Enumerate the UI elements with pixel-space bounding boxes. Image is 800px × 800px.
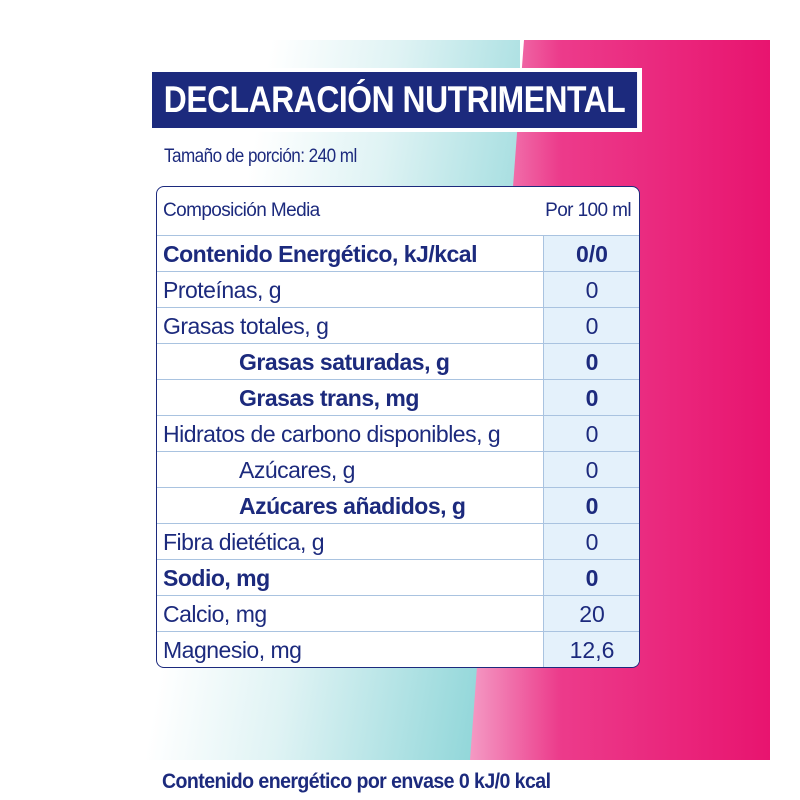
- row-value: 0: [585, 385, 599, 411]
- row-label: Grasas totales, g: [163, 313, 329, 339]
- row-value: 0: [585, 421, 599, 447]
- serving-size: Tamaño de porción: 240 ml: [164, 146, 357, 167]
- table-row: Grasas saturadas, g 0: [157, 343, 639, 379]
- row-label: Hidratos de carbono disponibles, g: [163, 421, 501, 447]
- table-row: Sodio, mg 0: [157, 559, 639, 595]
- header-label: Composición Media: [163, 200, 320, 221]
- nutrition-table: Composición Media Por 100 ml Contenido E…: [156, 186, 640, 668]
- row-label: Grasas trans, mg: [239, 385, 419, 411]
- table-row: Magnesio, mg 12,6: [157, 631, 639, 667]
- row-label: Sodio, mg: [163, 565, 270, 591]
- row-value: 0: [585, 565, 599, 591]
- row-value: 20: [579, 601, 605, 627]
- row-label: Magnesio, mg: [163, 637, 302, 663]
- table-row: Contenido Energético, kJ/kcal 0/0: [157, 235, 639, 271]
- row-value: 0: [585, 457, 599, 483]
- table-row: Fibra dietética, g 0: [157, 523, 639, 559]
- header-value: Por 100 ml: [545, 200, 631, 221]
- row-label: Azúcares, g: [239, 457, 355, 483]
- row-label: Fibra dietética, g: [163, 529, 325, 555]
- row-label: Calcio, mg: [163, 601, 267, 627]
- row-label: Grasas saturadas, g: [239, 349, 450, 375]
- table-row: Grasas trans, mg 0: [157, 379, 639, 415]
- row-value: 0: [585, 277, 599, 303]
- title-frame: DECLARACIÓN NUTRIMENTAL: [148, 68, 642, 132]
- row-value: 12,6: [569, 637, 615, 663]
- table-row: Grasas totales, g 0: [157, 307, 639, 343]
- table-row: Azúcares, g 0: [157, 451, 639, 487]
- table-row: Calcio, mg 20: [157, 595, 639, 631]
- row-value: 0: [585, 493, 599, 519]
- table-row: Azúcares añadidos, g 0: [157, 487, 639, 523]
- energy-per-package-note: Contenido energético por envase 0 kJ/0 k…: [162, 770, 551, 793]
- row-value: 0/0: [576, 241, 608, 267]
- row-value: 0: [585, 313, 599, 339]
- table-row: Hidratos de carbono disponibles, g 0: [157, 415, 639, 451]
- row-label: Proteínas, g: [163, 277, 282, 303]
- row-label: Contenido Energético, kJ/kcal: [163, 241, 477, 267]
- label-title: DECLARACIÓN NUTRIMENTAL: [152, 72, 638, 128]
- row-value: 0: [585, 529, 599, 555]
- row-value: 0: [585, 349, 599, 375]
- table-row: Proteínas, g 0: [157, 271, 639, 307]
- row-label: Azúcares añadidos, g: [239, 493, 466, 519]
- table-header-row: Composición Media Por 100 ml: [157, 187, 639, 235]
